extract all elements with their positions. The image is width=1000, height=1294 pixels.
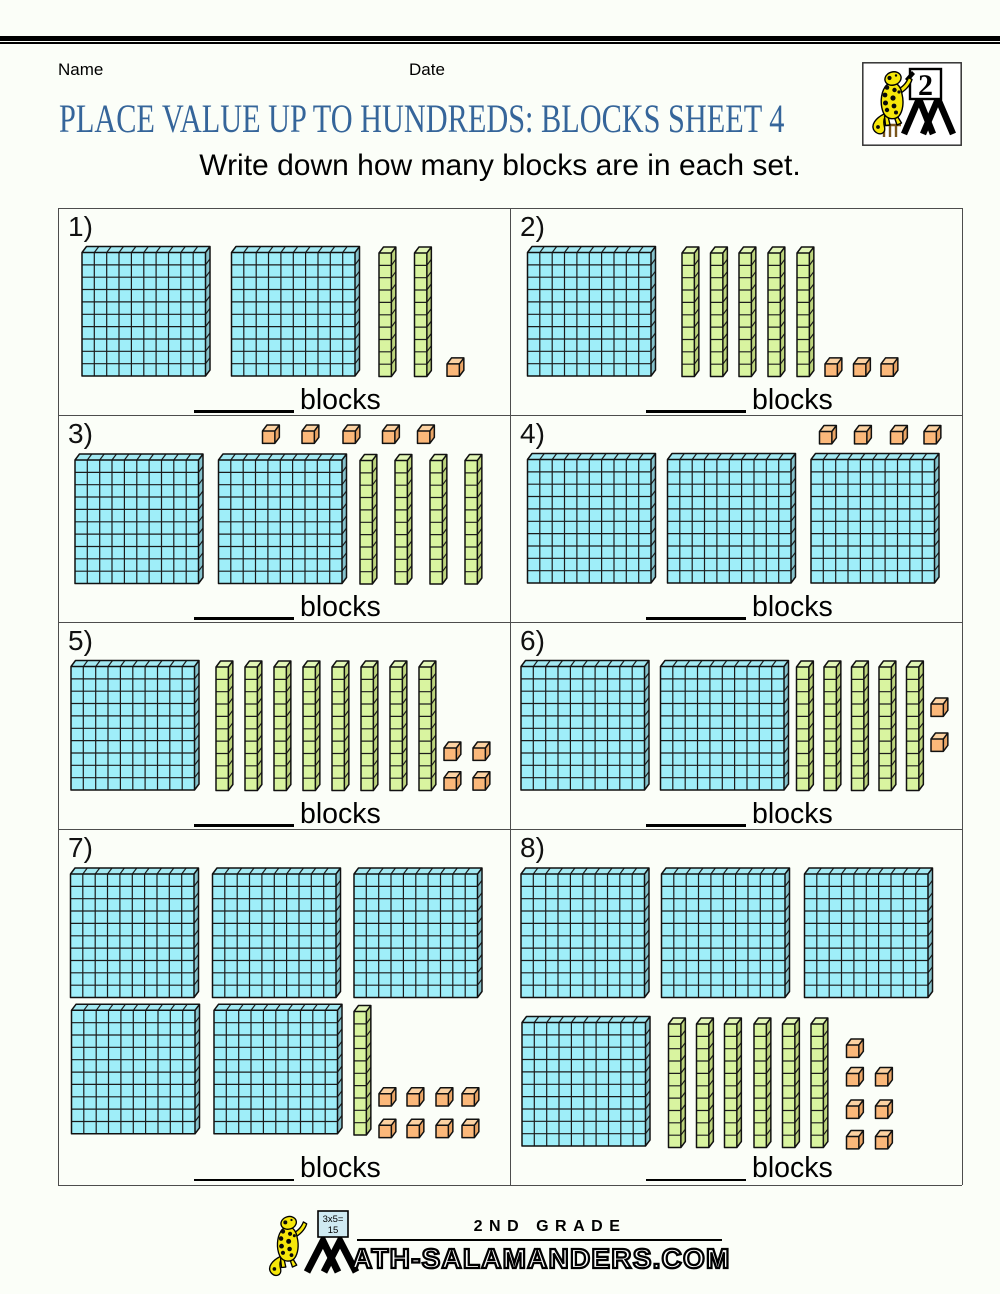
svg-text:2: 2	[918, 69, 933, 102]
svg-text:3x5=: 3x5=	[323, 1214, 344, 1225]
svg-text:15: 15	[328, 1225, 339, 1236]
